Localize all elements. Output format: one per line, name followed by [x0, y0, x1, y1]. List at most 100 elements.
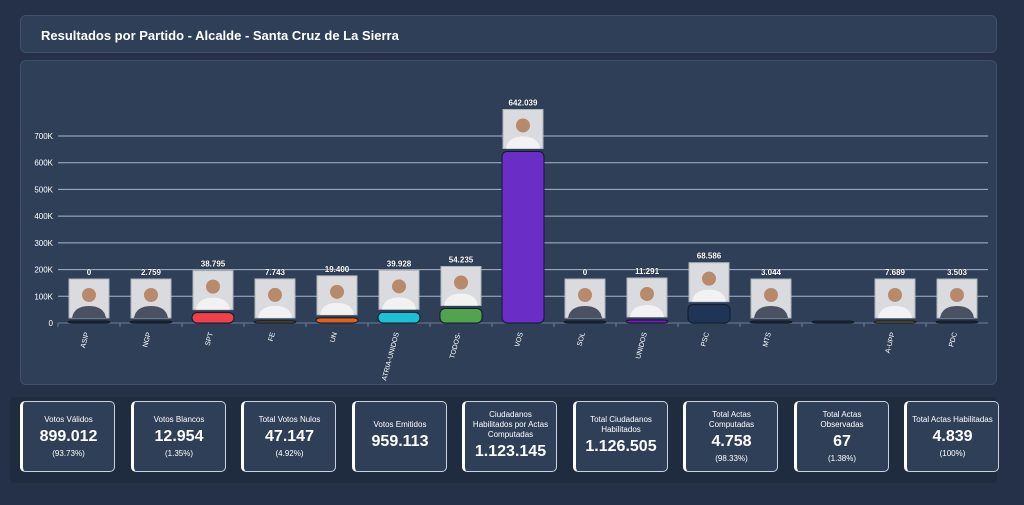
stat-label: Votos Blancos: [153, 415, 205, 424]
stat-percent: (100%): [939, 449, 966, 458]
stat-percent: (1.38%): [827, 454, 856, 463]
data-label: 11.291: [635, 267, 660, 276]
x-tick-label: SPT: [205, 331, 215, 347]
y-tick-label: 200K: [34, 266, 53, 275]
stat-card: Votos Emitidos 959.113: [351, 401, 447, 472]
candidate-photo: [874, 278, 916, 319]
candidate-photo: [750, 278, 792, 319]
x-tick-label: A-UPP: [885, 331, 897, 354]
x-tick-label: ATRIA-UNIDOS: [381, 331, 401, 381]
stat-value: 1.123.145: [474, 442, 547, 460]
title-panel: Resultados por Partido - Alcalde - Santa…: [20, 15, 997, 53]
stat-label: Ciudadanos Habilitados por Actas Computa…: [472, 409, 549, 439]
stat-value: 959.113: [371, 432, 429, 450]
bar-fe[interactable]: [253, 320, 297, 324]
candidate-photo: [626, 277, 668, 318]
y-tick-label: 700K: [34, 132, 53, 141]
bar-psc[interactable]: [687, 304, 731, 324]
y-tick-label: 400K: [34, 212, 53, 221]
bar-sol[interactable]: [563, 320, 607, 324]
stat-label: Total Actas Observadas: [820, 410, 864, 429]
x-tick-label: SOL: [577, 332, 587, 347]
candidate-photo: [68, 278, 110, 319]
data-label: 642.039: [509, 98, 538, 107]
stat-card: Votos Válidos 899.012 (93.73%): [20, 401, 115, 472]
bar-pdc[interactable]: [935, 320, 979, 324]
x-tick-label: TODOS-: [449, 331, 463, 360]
bar-blank[interactable]: [811, 320, 855, 324]
data-label: 19.400: [325, 265, 350, 274]
bar-chart: 0 100K 200K 300K 400K 500K 600K 700K 0 ASIP 2.759 N…: [34, 98, 988, 381]
data-label: 2.759: [141, 268, 162, 277]
stat-value: 4.758: [711, 433, 752, 450]
bar-a-upp[interactable]: [873, 320, 917, 324]
candidate-photo: [316, 275, 358, 316]
stat-card: Total Actas Habilitadas 4.839 (100%): [904, 401, 999, 472]
data-label: 68.586: [697, 252, 722, 261]
y-tick-label: 0: [49, 319, 54, 328]
x-tick-label: UNIDOS: [635, 331, 649, 359]
stat-label: Total Ciudadanos Habilitados: [590, 414, 652, 434]
bar-un[interactable]: [315, 317, 359, 324]
bar-unidos[interactable]: [625, 319, 669, 324]
data-label: 7.689: [885, 268, 906, 277]
stat-card: Ciudadanos Habilitados por Actas Computa…: [462, 401, 557, 472]
stat-value: 899.012: [39, 428, 98, 445]
stats-panel: Votos Válidos 899.012 (93.73%) Votos Blanco…: [10, 397, 999, 483]
stat-label: Votos Válidos: [44, 415, 93, 424]
chart-panel: 0 100K 200K 300K 400K 500K 600K 700K 0 ASIP 2.759 N…: [20, 60, 997, 385]
stat-value: 67: [833, 433, 851, 450]
data-label: 39.928: [387, 259, 412, 268]
stat-value: 47.147: [265, 428, 314, 445]
candidate-photo: [130, 278, 172, 319]
stat-card: Total Actas Computadas 4.758 (98.33%): [683, 401, 778, 472]
bar-mts[interactable]: [749, 320, 793, 324]
stat-percent: (4.92%): [275, 449, 304, 458]
stat-percent: (93.73%): [52, 449, 85, 458]
stat-label: Total Actas Computadas: [708, 410, 755, 429]
y-tick-label: 500K: [34, 185, 53, 194]
x-tick-label: NGP: [142, 331, 153, 348]
candidate-photo: [254, 278, 296, 319]
stat-value: 4.839: [932, 428, 973, 445]
bar-asip[interactable]: [67, 320, 111, 324]
candidate-photo: [936, 278, 978, 319]
bar-ngp[interactable]: [129, 320, 173, 324]
stat-card: Total Ciudadanos Habilitados 1.126.505: [572, 401, 668, 472]
data-label: 54.235: [449, 256, 474, 265]
x-tick-label: VOS: [514, 331, 525, 347]
data-label: 3.044: [761, 268, 782, 277]
data-label: 7.743: [265, 268, 286, 277]
page-title: Resultados por Partido - Alcalde - Santa…: [41, 28, 399, 43]
stat-percent: (1.35%): [164, 449, 193, 458]
stat-value: 12.954: [154, 428, 204, 445]
x-tick-label: PDC: [948, 332, 959, 348]
bar-todos-[interactable]: [439, 308, 483, 324]
x-tick-label: UN: [330, 332, 339, 344]
candidate-photo: [378, 269, 420, 310]
x-tick-label: FE: [268, 331, 277, 342]
bar-vos[interactable]: [501, 150, 545, 324]
stat-card: Votos Blancos 12.954 (1.35%): [130, 401, 226, 472]
stat-label: Votos Emitidos: [373, 419, 427, 429]
x-tick-label: ASIP: [80, 331, 91, 349]
stat-card: Total Votos Nulos 47.147 (4.92%): [241, 401, 336, 472]
stat-card: Total Actas Observadas 67 (1.38%): [793, 401, 889, 472]
data-label: 3.503: [947, 268, 968, 277]
candidate-photo: [564, 278, 606, 319]
candidate-photo: [502, 108, 544, 149]
bar-atria-unidos[interactable]: [377, 311, 421, 324]
stat-label: Total Votos Nulos: [258, 415, 321, 424]
y-tick-label: 300K: [34, 239, 53, 248]
candidate-photo: [688, 262, 730, 303]
bar-spt[interactable]: [191, 312, 235, 324]
y-tick-label: 600K: [34, 159, 53, 168]
candidate-photo: [192, 270, 234, 311]
stat-label: Total Actas Habilitadas: [912, 415, 993, 424]
x-tick-label: MTS: [762, 331, 773, 347]
data-label: 38.795: [201, 260, 226, 269]
data-label: 0: [583, 268, 588, 277]
y-tick-label: 100K: [34, 292, 53, 301]
x-tick-label: PSC: [700, 332, 710, 348]
candidate-photo: [440, 266, 482, 307]
